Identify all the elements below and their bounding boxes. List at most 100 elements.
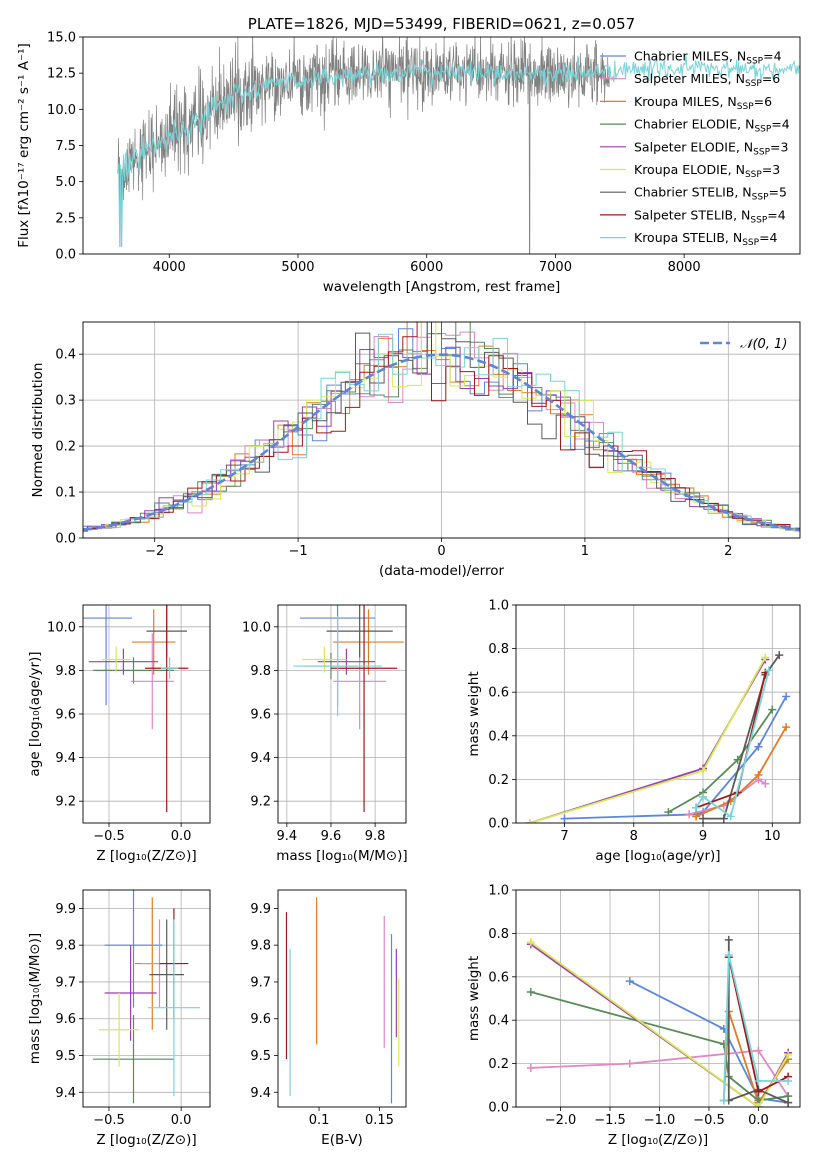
- age_vs_mass-grid: [278, 605, 406, 823]
- errorbar-point: [326, 605, 393, 658]
- series-marker: [664, 808, 673, 817]
- weight_vs_age-panel: 7 8 9 10 0.0 0.2 0.4 0.6 0.8 1.0 age [log₁₀(age/yr…: [466, 599, 801, 864]
- series-line: [695, 672, 767, 809]
- y-tick-label: 9.8: [250, 939, 271, 954]
- normal-reference-curve: [83, 353, 800, 532]
- y-tick-label: 0.0: [488, 1101, 509, 1116]
- series-marker: [692, 803, 701, 812]
- y-tick-label: 9.4: [250, 751, 271, 766]
- x-tick-label: 9.8: [365, 829, 386, 844]
- y-tick-label: 0.6: [488, 970, 509, 985]
- y-axis-label: mass weight: [466, 671, 482, 756]
- x-tick-label: 9: [699, 829, 707, 844]
- series-marker: [764, 666, 773, 675]
- x-tick-label: −0.5: [693, 1113, 725, 1128]
- y-tick-label: 12.5: [47, 67, 76, 82]
- mass-weight-series: [526, 938, 793, 1107]
- spectrum-plot-area: [117, 37, 800, 254]
- y-axis-label: mass weight: [466, 956, 482, 1041]
- y-tick-label: 1.0: [488, 884, 509, 899]
- series-line: [564, 696, 787, 820]
- y-tick-label: 9.9: [250, 902, 271, 917]
- y-axis-label: Flux [fλ10⁻¹⁷ erg cm⁻² s⁻¹ A⁻¹]: [16, 43, 32, 248]
- y-tick-label: 0.1: [55, 486, 76, 501]
- spectrum-series-line: [117, 37, 610, 254]
- series-marker: [754, 1076, 763, 1085]
- x-tick-label: −2.0: [545, 1113, 577, 1128]
- y-tick-label: 0.0: [488, 817, 509, 832]
- x-axis-label: age [log₁₀(age/yr)]: [595, 848, 720, 864]
- series-marker: [754, 771, 763, 780]
- y-tick-label: 10.0: [47, 620, 76, 635]
- series-marker: [784, 1050, 793, 1059]
- series-marker: [782, 692, 791, 701]
- y-tick-label: 9.2: [55, 795, 76, 810]
- series-line: [727, 939, 789, 1104]
- y-tick-label: 0.8: [488, 642, 509, 657]
- errorbar-point: [88, 648, 159, 675]
- series-marker: [699, 792, 708, 801]
- residuals-panel: −2 −1 0 1 2 0.0 0.1 0.2 0.3 0.4 (data-model)/error…: [30, 321, 801, 579]
- x-tick-label: 0.0: [171, 829, 192, 844]
- x-axis-label: wavelength [Angstrom, rest frame]: [323, 279, 561, 295]
- y-tick-label: 0.2: [55, 440, 76, 455]
- series-marker: [754, 1087, 763, 1096]
- y-tick-label: 0.6: [488, 686, 509, 701]
- y-tick-label: 9.8: [250, 664, 271, 679]
- series-marker: [699, 766, 708, 775]
- errorbar-point: [317, 648, 376, 675]
- x-tick-label: 0.0: [171, 1113, 192, 1128]
- histogram-series: [83, 322, 800, 532]
- x-tick-label: 0.1: [309, 1113, 330, 1128]
- mass_vs_Z-grid: [83, 890, 210, 1107]
- y-tick-label: 0.4: [55, 348, 76, 363]
- errorbar-point: [330, 605, 398, 813]
- mass-weight-series: [525, 653, 770, 823]
- series-marker: [754, 1103, 763, 1107]
- y-axis-label: Normed distribution: [30, 363, 46, 498]
- y-tick-label: 9.2: [250, 795, 271, 810]
- errorbar-point: [93, 1015, 174, 1104]
- mass_vs_Z-frame: [82, 889, 211, 1108]
- y-tick-label: 5.0: [55, 175, 76, 190]
- errorbar-point: [132, 609, 176, 675]
- x-tick-label: 8000: [668, 260, 701, 275]
- x-axis-label: (data-model)/error: [379, 563, 505, 579]
- y-tick-label: 0.2: [488, 773, 509, 788]
- x-tick-label: 4000: [153, 260, 186, 275]
- series-line: [695, 670, 770, 818]
- x-tick-label: 0.0: [748, 1113, 769, 1128]
- series-marker: [761, 779, 770, 788]
- x-tick-label: 2: [724, 544, 732, 559]
- weight_vs_Z-frame: [515, 889, 801, 1108]
- mass_vs_Z-plot-area: [93, 890, 200, 1104]
- series-marker: [685, 810, 694, 819]
- errorbar-point: [98, 992, 140, 1067]
- errorbar-point: [104, 890, 163, 1008]
- spectrum-panel: 4000 5000 6000 7000 8000 0.0 2.5 5.0 7.5 10.0 12.5…: [16, 15, 801, 295]
- x-tick-label: 7000: [539, 260, 572, 275]
- y-tick-label: 10.0: [242, 620, 271, 635]
- series-marker: [724, 935, 733, 944]
- histogram-series: [83, 333, 800, 531]
- x-tick-label: 1: [581, 544, 589, 559]
- weight_vs_age-frame: [515, 604, 801, 824]
- legend-entry: Salpeter MILES, NSSP=6: [634, 71, 780, 89]
- series-line: [629, 980, 789, 1104]
- y-tick-label: 9.8: [55, 664, 76, 679]
- histogram-series: [83, 322, 800, 532]
- y-tick-label: 9.9: [55, 902, 76, 917]
- mass_vs_ebv-panel: 0.1 0.15 9.4 9.5 9.6 9.7 9.8 9.9 E(B-V): [250, 889, 407, 1148]
- mass_vs_ebv-frame: [277, 889, 407, 1108]
- series-marker: [754, 742, 763, 751]
- x-axis-label: Z [log₁₀(Z/Z⊙)]: [608, 1132, 708, 1148]
- x-tick-label: −1.0: [644, 1113, 676, 1128]
- series-marker: [724, 951, 733, 960]
- series-line: [722, 954, 789, 1101]
- series-marker: [625, 1059, 634, 1068]
- legend-entry: Chabrier MILES, NSSP=4: [634, 49, 782, 67]
- residuals-frame: [82, 321, 801, 539]
- series-marker: [526, 1063, 535, 1072]
- series-marker: [526, 987, 535, 996]
